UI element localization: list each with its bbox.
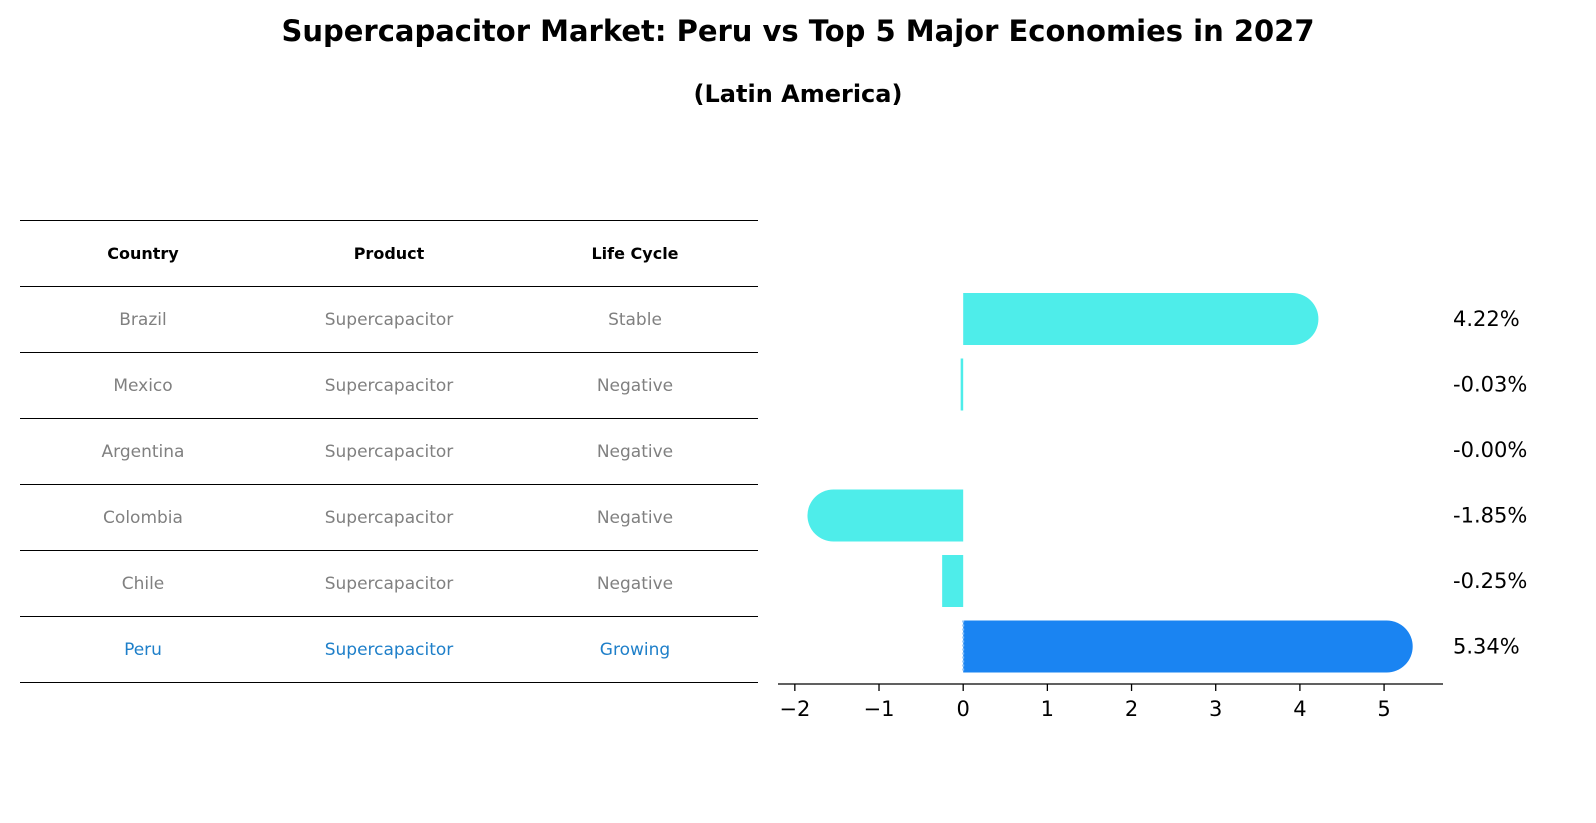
table-row: Mexico Supercapacitor Negative	[20, 353, 758, 419]
x-tick-label: 3	[1209, 697, 1222, 721]
x-tick-label: 5	[1377, 697, 1390, 721]
value-label-colombia: -1.85%	[1453, 504, 1527, 528]
cell-product: Supercapacitor	[324, 309, 454, 330]
cell-product: Supercapacitor	[324, 639, 454, 660]
chart-subtitle: (Latin America)	[693, 80, 903, 108]
bar-chile	[942, 555, 964, 607]
cell-life-cycle: Negative	[596, 375, 674, 396]
x-tick-label: 4	[1293, 697, 1306, 721]
cell-country: Argentina	[101, 441, 185, 462]
table-header-row: Country Product Life Cycle	[20, 221, 758, 287]
value-label-brazil: 4.22%	[1453, 307, 1520, 331]
table-row: Chile Supercapacitor Negative	[20, 551, 758, 617]
cell-product: Supercapacitor	[324, 375, 454, 396]
bar-peru	[963, 620, 1413, 673]
cell-product: Supercapacitor	[324, 507, 454, 528]
bar-mexico	[960, 358, 964, 411]
table-row-highlighted: Peru Supercapacitor Growing	[20, 617, 758, 683]
x-axis: −2 −1 0 1 2 3 4 5	[778, 683, 1443, 721]
cell-country: Brazil	[119, 309, 167, 330]
x-tick-label: 0	[957, 697, 970, 721]
table-row: Brazil Supercapacitor Stable	[20, 287, 758, 353]
x-tick-label: −1	[864, 697, 895, 721]
value-labels-layer: 4.22% -0.03% -0.00% -1.85% -0.25% 5.34%	[1453, 307, 1527, 659]
x-tick-label: −2	[779, 697, 810, 721]
cell-country: Chile	[121, 573, 165, 594]
column-header-life-cycle: Life Cycle	[591, 244, 679, 263]
country-table: Country Product Life Cycle Brazil Superc…	[20, 220, 758, 683]
cell-product: Supercapacitor	[324, 441, 454, 462]
bar-colombia	[807, 489, 964, 542]
table-row: Colombia Supercapacitor Negative	[20, 485, 758, 551]
value-label-peru: 5.34%	[1453, 635, 1520, 659]
chart-title: Supercapacitor Market: Peru vs Top 5 Maj…	[281, 14, 1315, 48]
x-tick-label: 1	[1041, 697, 1054, 721]
x-tick-label: 2	[1125, 697, 1138, 721]
cell-life-cycle: Negative	[596, 573, 674, 594]
value-label-mexico: -0.03%	[1453, 373, 1527, 397]
cell-country: Colombia	[103, 507, 183, 528]
bar-brazil	[963, 293, 1319, 345]
cell-life-cycle: Growing	[599, 639, 671, 660]
value-label-argentina: -0.00%	[1453, 438, 1527, 462]
cell-product: Supercapacitor	[324, 573, 454, 594]
cell-country: Mexico	[113, 375, 173, 396]
column-header-country: Country	[107, 244, 179, 263]
table-row: Argentina Supercapacitor Negative	[20, 419, 758, 485]
cell-life-cycle: Negative	[596, 507, 674, 528]
bars-layer	[807, 293, 1413, 673]
column-header-product: Product	[353, 244, 425, 263]
cell-country: Peru	[124, 639, 162, 660]
value-label-chile: -0.25%	[1453, 569, 1527, 593]
cell-life-cycle: Negative	[596, 441, 674, 462]
cell-life-cycle: Stable	[608, 309, 662, 330]
